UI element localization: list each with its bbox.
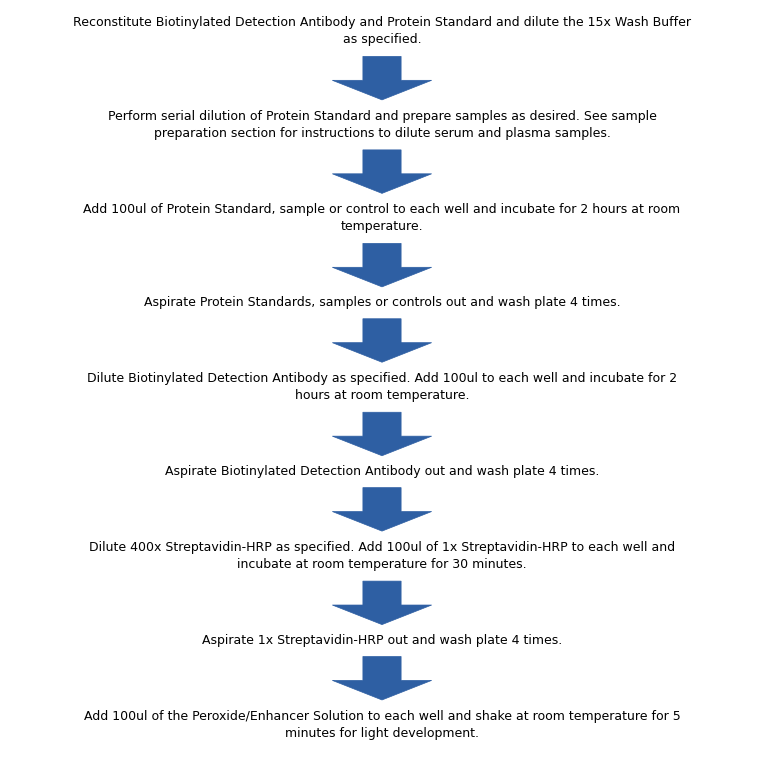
- Polygon shape: [332, 656, 432, 700]
- Text: Aspirate Biotinylated Detection Antibody out and wash plate 4 times.: Aspirate Biotinylated Detection Antibody…: [165, 465, 599, 478]
- Text: Dilute Biotinylated Detection Antibody as specified. Add 100ul to each well and : Dilute Biotinylated Detection Antibody a…: [87, 372, 677, 402]
- Polygon shape: [332, 319, 432, 362]
- Polygon shape: [332, 413, 432, 456]
- Polygon shape: [332, 487, 432, 531]
- Polygon shape: [332, 244, 432, 286]
- Text: Perform serial dilution of Protein Standard and prepare samples as desired. See : Perform serial dilution of Protein Stand…: [108, 110, 656, 140]
- Text: Add 100ul of Protein Standard, sample or control to each well and incubate for 2: Add 100ul of Protein Standard, sample or…: [83, 203, 681, 233]
- Text: Add 100ul of the Peroxide/Enhancer Solution to each well and shake at room tempe: Add 100ul of the Peroxide/Enhancer Solut…: [83, 710, 681, 740]
- Text: Dilute 400x Streptavidin-HRP as specified. Add 100ul of 1x Streptavidin-HRP to e: Dilute 400x Streptavidin-HRP as specifie…: [89, 541, 675, 571]
- Polygon shape: [332, 57, 432, 100]
- Polygon shape: [332, 581, 432, 625]
- Text: Aspirate Protein Standards, samples or controls out and wash plate 4 times.: Aspirate Protein Standards, samples or c…: [144, 296, 620, 309]
- Text: Reconstitute Biotinylated Detection Antibody and Protein Standard and dilute the: Reconstitute Biotinylated Detection Anti…: [73, 16, 691, 47]
- Text: Aspirate 1x Streptavidin-HRP out and wash plate 4 times.: Aspirate 1x Streptavidin-HRP out and was…: [202, 634, 562, 647]
- Polygon shape: [332, 150, 432, 193]
